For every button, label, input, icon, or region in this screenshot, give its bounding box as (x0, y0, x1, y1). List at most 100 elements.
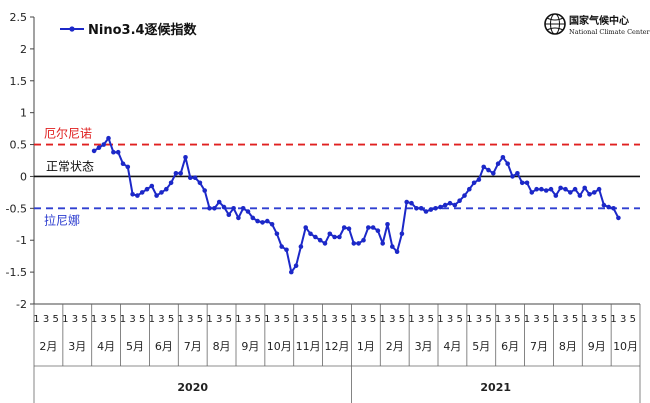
pentad-label: 5 (601, 314, 607, 325)
pentad-label: 1 (495, 314, 501, 325)
globe-emblem-icon (544, 13, 566, 35)
data-point (481, 164, 487, 170)
data-point (144, 186, 150, 192)
pentad-label: 3 (43, 314, 49, 325)
pentad-label: 3 (447, 314, 453, 325)
pentad-label: 3 (245, 314, 251, 325)
y-tick-label: -1 (16, 234, 27, 247)
pentad-label: 1 (235, 314, 241, 325)
data-point (596, 186, 602, 192)
data-point (592, 190, 597, 195)
data-point (462, 193, 467, 198)
data-point (327, 231, 333, 237)
data-point (269, 222, 275, 227)
data-point (279, 244, 285, 249)
pentad-label: 3 (303, 314, 309, 325)
pentad-label: 1 (351, 314, 357, 325)
data-point (120, 161, 126, 166)
data-point (207, 206, 212, 211)
data-point (548, 186, 554, 192)
pentad-label: 1 (91, 314, 97, 325)
month-label: 3月 (415, 340, 433, 353)
pentad-label: 5 (283, 314, 289, 325)
data-point (611, 206, 616, 211)
data-point (154, 193, 159, 198)
data-point (303, 225, 309, 230)
data-point (164, 186, 169, 192)
pentad-label: 3 (360, 314, 366, 325)
data-point (495, 161, 501, 166)
data-point (423, 209, 429, 214)
month-label: 2月 (386, 340, 404, 353)
pentad-label: 5 (168, 314, 174, 325)
data-point (250, 215, 256, 221)
pentad-label: 3 (562, 314, 568, 325)
data-point (135, 193, 140, 198)
data-point (337, 234, 342, 240)
data-point (452, 202, 458, 208)
data-point (433, 206, 438, 211)
data-point (553, 193, 559, 198)
data-point (471, 180, 477, 186)
pentad-label: 1 (120, 314, 126, 325)
pentad-label: 3 (331, 314, 337, 325)
month-label: 3月 (68, 340, 86, 353)
pentad-label: 1 (437, 314, 443, 325)
pentad-label: 5 (110, 314, 116, 325)
data-point (106, 135, 111, 141)
data-point (125, 164, 131, 170)
pentad-label: 5 (370, 314, 376, 325)
data-point (101, 142, 106, 147)
data-point (245, 209, 251, 214)
pentad-label: 5 (630, 314, 636, 325)
data-point (139, 190, 145, 195)
data-point (375, 228, 381, 233)
month-label: 11月 (296, 340, 321, 353)
month-label: 12月 (325, 340, 350, 353)
data-point (409, 200, 414, 206)
data-point (529, 190, 535, 195)
pentad-label: 1 (206, 314, 212, 325)
pentad-label: 3 (72, 314, 78, 325)
pentad-label: 3 (216, 314, 222, 325)
month-label: 1月 (357, 340, 375, 353)
data-point (414, 206, 419, 211)
data-point (519, 180, 525, 186)
data-point (515, 171, 520, 176)
pentad-label: 5 (197, 314, 203, 325)
data-point (534, 186, 539, 192)
data-point (486, 167, 491, 173)
series-layer (91, 135, 621, 275)
data-point (240, 206, 246, 211)
pentad-label: 3 (620, 314, 626, 325)
pentad-label: 3 (187, 314, 193, 325)
y-tick-label: -1.5 (6, 266, 27, 279)
pentad-label: 3 (418, 314, 424, 325)
data-point (231, 206, 236, 211)
month-label: 9月 (241, 340, 259, 353)
pentad-label: 1 (33, 314, 39, 325)
pentad-label: 5 (543, 314, 549, 325)
data-point (491, 171, 496, 176)
year-label: 2021 (480, 381, 511, 394)
legend: Nino3.4逐候指数 (60, 22, 198, 38)
reference-label-2: 拉尼娜 (44, 212, 80, 227)
data-point (317, 237, 323, 243)
y-tick-label: -2 (16, 298, 27, 311)
data-point (616, 215, 621, 221)
data-point (192, 175, 198, 180)
pentad-label: 3 (505, 314, 511, 325)
data-point (399, 231, 405, 237)
pentad-label: 1 (264, 314, 270, 325)
data-point (115, 149, 121, 155)
month-label: 6月 (501, 340, 519, 353)
data-point (361, 237, 366, 243)
data-point (385, 222, 390, 227)
data-point (390, 244, 395, 249)
pentad-label: 1 (380, 314, 386, 325)
data-point (260, 220, 265, 225)
month-label: 5月 (472, 340, 490, 353)
data-point (183, 155, 188, 160)
data-point (558, 185, 563, 191)
pentad-label: 5 (226, 314, 232, 325)
